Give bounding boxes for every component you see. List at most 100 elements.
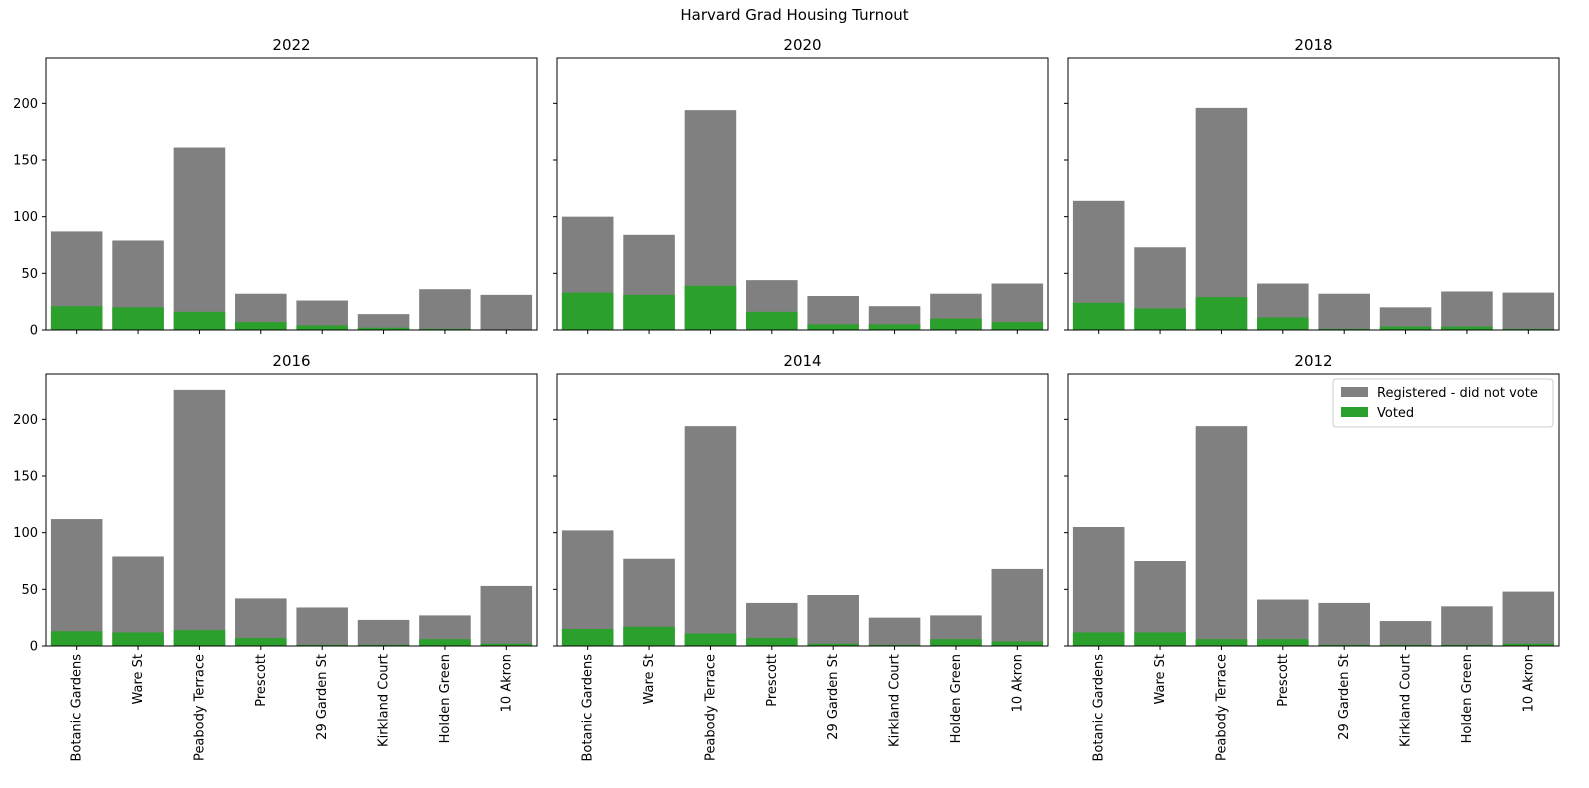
panel-2012-bar-registered-peabody-terrace [1195,426,1248,646]
figure-title: Harvard Grad Housing Turnout [680,6,909,24]
panel-2012-xtick-label-kirkland-court: Kirkland Court [1399,654,1414,747]
panel-2020-bar-voted-holden-green [930,318,982,330]
panel-2016-bar-registered-kirkland-court [357,619,410,646]
panel-2020-title: 2020 [783,36,821,54]
panel-2022: 2022 0 50 100 150 200 [13,36,538,339]
panel-2014-frame [556,373,1049,647]
panel-2016-xtick-label-10-akron: 10 Akron [499,654,514,712]
panel-2020: 2020 [553,36,1049,334]
panel-2014-xtick-label-kirkland-court: Kirkland Court [888,654,903,747]
panel-2022-bar-voted-peabody-terrace [173,311,226,330]
panel-2012-bar-voted-kirkland-court [1379,644,1432,646]
panel-2018-bar-voted-botanic-gardens [1072,302,1125,330]
panel-2022-bar-registered-10-akron [480,294,533,330]
panel-2012-xtick-label-peabody-terrace: Peabody Terrace [1214,654,1229,761]
panel-2016-bar-voted-10-akron [480,643,533,646]
panel-2018-bar-voted-prescott [1257,317,1309,330]
panel-2012-bar-registered-kirkland-court [1379,621,1432,646]
panel-2016-bar-registered-peabody-terrace [173,389,226,646]
panel-2016-xtick-label-holden-green: Holden Green [438,654,453,743]
panel-2014-bar-registered-kirkland-court [868,617,921,646]
legend-label-voted: Voted [1377,406,1414,421]
panel-2016-xtick-label-prescott: Prescott [254,654,269,707]
panel-2020-bar-voted-10-akron [991,322,1044,330]
panel-2012-bar-registered-10-akron [1502,591,1555,646]
panel-2012-bar-registered-29-garden-st [1318,602,1370,646]
panel-2012-bar-voted-prescott [1257,639,1309,646]
panel-2012-xtick-label-ware-st: Ware St [1153,654,1168,705]
panel-2018-frame [1067,57,1560,331]
panel-2016-bar-voted-29-garden-st [296,644,348,646]
panel-2016-bar-voted-kirkland-court [357,644,410,646]
panel-2016-xtick-label-peabody-terrace: Peabody Terrace [192,654,207,761]
panel-2012-xtick-label-holden-green: Holden Green [1460,654,1475,743]
panel-2016-bar-voted-botanic-gardens [50,631,103,646]
panel-2018-bar-registered-10-akron [1502,292,1555,330]
panel-2022-ytick-label-0: 0 [30,324,38,339]
panel-2016-ytick-label-0: 0 [30,640,38,655]
panel-2012: 2012 Botanic Gardens Ware St Peabody Terrac… [1064,352,1560,762]
panel-2012-bar-voted-holden-green [1441,644,1493,646]
panel-2018-title: 2018 [1294,36,1332,54]
panel-2014-xtick-label-10-akron: 10 Akron [1010,654,1025,712]
panel-2012-bar-registered-botanic-gardens [1072,527,1125,646]
panel-2016-title: 2016 [272,352,310,370]
panel-2014-xtick-label-prescott: Prescott [765,654,780,707]
panel-2020-bar-voted-ware-st [623,294,675,330]
panel-2016-xtick-label-ware-st: Ware St [131,654,146,705]
panel-2022-bar-voted-29-garden-st [296,325,348,330]
panel-2020-bar-voted-29-garden-st [807,324,859,330]
panel-2014-bar-voted-botanic-gardens [561,629,614,646]
panel-2020-bar-voted-prescott [746,311,798,330]
panel-2018-bar-voted-holden-green [1441,326,1493,330]
legend-swatch-voted [1341,407,1368,417]
panel-2018: 2018 [1064,36,1560,334]
panel-2016-bar-registered-29-garden-st [296,607,348,646]
panel-2022-bar-registered-kirkland-court [357,314,410,330]
panel-2012-bar-voted-peabody-terrace [1195,639,1248,646]
panel-2020-bar-registered-kirkland-court [868,306,921,330]
legend-label-registered-did-not-vote: Registered - did not vote [1377,386,1538,401]
panel-2018-bar-voted-kirkland-court [1379,326,1432,330]
panel-2018-bar-voted-peabody-terrace [1195,297,1248,330]
panel-2022-ytick-label-50: 50 [21,267,38,282]
panel-2022-title: 2022 [272,36,310,54]
panel-2018-bar-registered-29-garden-st [1318,293,1370,330]
panel-2016-bar-voted-ware-st [112,632,164,646]
panel-2022-ytick-label-200: 200 [13,97,38,112]
panel-2016-bar-registered-ware-st [112,556,164,646]
panel-2014-bar-voted-ware-st [623,626,675,646]
panel-2016-ytick-label-200: 200 [13,413,38,428]
panel-2012-bar-voted-botanic-gardens [1072,632,1125,646]
panel-2012-bar-registered-holden-green [1441,606,1493,646]
panel-2014-xtick-label-botanic-gardens: Botanic Gardens [581,654,596,762]
panel-2022-bar-registered-holden-green [419,289,471,330]
panel-2016-bar-registered-botanic-gardens [50,519,103,646]
panel-2014-bar-registered-botanic-gardens [561,530,614,646]
panel-2016-bar-registered-10-akron [480,585,533,646]
panel-2014-bar-voted-kirkland-court [868,644,921,646]
panel-2012-bar-voted-10-akron [1502,643,1555,646]
panel-2022-bar-voted-holden-green [419,328,471,330]
panel-2018-bar-voted-ware-st [1134,308,1186,330]
panel-2014-xtick-label-29-garden-st: 29 Garden St [826,654,841,740]
panel-2014-bar-voted-29-garden-st [807,643,859,646]
panel-2016-xtick-label-kirkland-court: Kirkland Court [377,654,392,747]
legend-swatch-registered-did-not-vote [1341,387,1368,397]
panel-2018-bar-registered-peabody-terrace [1195,107,1248,330]
panel-2014-bar-voted-holden-green [930,639,982,646]
panel-2022-frame [45,57,538,331]
panel-2020-bar-voted-peabody-terrace [684,285,737,330]
panel-2022-bar-registered-29-garden-st [296,300,348,330]
panel-2022-bar-voted-prescott [235,322,287,330]
panel-2014-xtick-label-peabody-terrace: Peabody Terrace [703,654,718,761]
panel-2012-xtick-label-10-akron: 10 Akron [1521,654,1536,712]
panel-2022-bar-voted-ware-st [112,307,164,330]
panel-2014-xtick-label-ware-st: Ware St [642,654,657,705]
legend-box [1332,378,1554,428]
panel-2012-bar-registered-prescott [1257,599,1309,646]
panel-2020-bar-voted-kirkland-court [868,324,921,330]
panel-2014-bar-voted-prescott [746,638,798,646]
panel-2020-frame [556,57,1049,331]
